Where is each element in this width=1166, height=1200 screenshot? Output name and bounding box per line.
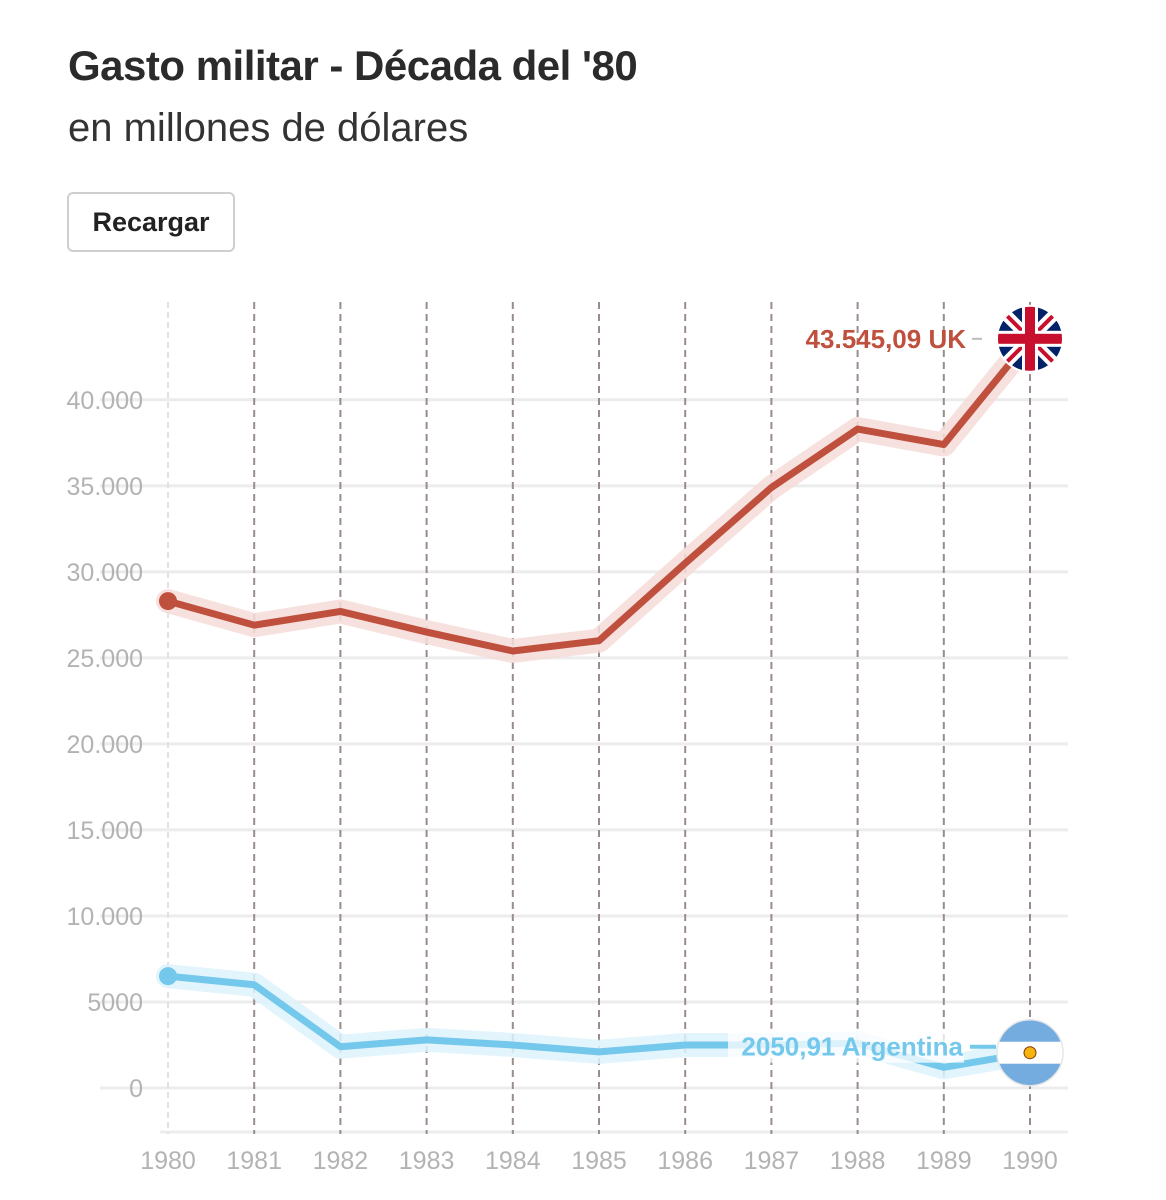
y-tick-label: 25.000 — [67, 645, 143, 673]
argentina-end-label: 2050,91 Argentina — [741, 1032, 963, 1062]
x-tick-label: 1982 — [313, 1147, 369, 1175]
chart-title: Gasto militar - Década del '80 — [68, 42, 638, 89]
series-start-point-argentina — [159, 967, 177, 986]
x-tick-label: 1988 — [830, 1147, 886, 1175]
x-tick-label: 1986 — [657, 1147, 713, 1175]
argentina-label-halo — [728, 1028, 964, 1063]
series-line-uk — [164, 335, 1034, 655]
chart-subtitle: en millones de dólares — [68, 106, 469, 150]
series-start-point-uk — [159, 592, 177, 611]
x-tick-label: 1983 — [399, 1147, 455, 1175]
x-tick-label: 1981 — [226, 1147, 282, 1175]
argentina-flag-icon — [996, 1018, 1064, 1087]
x-tick-label: 1985 — [571, 1147, 627, 1175]
y-tick-label: 10.000 — [67, 903, 143, 931]
x-tick-label: 1987 — [744, 1147, 800, 1175]
line-chart: 0 5000 10.000 15.000 20.000 25.000 30.000 35.00… — [67, 302, 1068, 1175]
x-tick-label: 1980 — [140, 1147, 196, 1175]
y-tick-label: 35.000 — [67, 473, 143, 501]
uk-end-label: 43.545,09 UK — [806, 324, 967, 354]
y-tick-label: 20.000 — [67, 731, 143, 759]
series-layer — [156, 326, 1042, 1080]
y-tick-label: 5000 — [87, 989, 143, 1017]
reload-button[interactable]: Recargar — [67, 192, 235, 252]
x-tick-label: 1989 — [916, 1147, 972, 1175]
x-axis-ticks: 1980 1981 1982 1983 1984 1985 1986 1987 1988 1989… — [140, 1147, 1058, 1175]
y-axis-ticks: 0 5000 10.000 15.000 20.000 25.000 30.000 35.00… — [67, 387, 143, 1103]
x-tick-label: 1990 — [1002, 1147, 1058, 1175]
y-tick-label: 15.000 — [67, 817, 143, 845]
x-tick-label: 1984 — [485, 1147, 541, 1175]
horizontal-gridlines — [100, 398, 1068, 1134]
y-tick-label: 30.000 — [67, 559, 143, 587]
end-labels: 43.545,09 UK 2050,91 Argentina — [728, 304, 1064, 1087]
y-tick-label: 40.000 — [67, 387, 143, 415]
y-tick-label: 0 — [129, 1075, 143, 1103]
